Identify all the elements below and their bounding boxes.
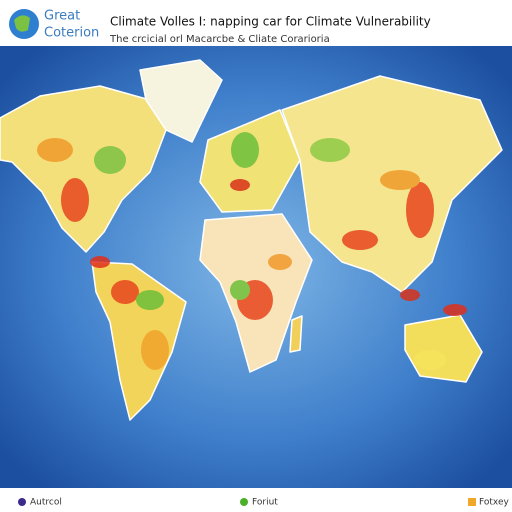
legend-swatch <box>240 498 248 506</box>
hotspot <box>414 350 446 370</box>
hotspot <box>268 254 292 270</box>
logo-text: Coterion <box>44 26 99 41</box>
legend: Autrcol Foriut Fotxey <box>0 488 512 512</box>
hotspot <box>230 179 250 191</box>
legend-swatch <box>18 498 26 506</box>
hotspot <box>136 290 164 310</box>
legend-swatch <box>468 498 476 506</box>
hotspot <box>37 138 73 162</box>
hotspot <box>111 280 139 304</box>
greenland <box>139 59 223 143</box>
legend-bg <box>0 488 512 512</box>
logo-land <box>14 15 30 32</box>
header-bg <box>0 0 512 46</box>
hotspot <box>400 289 420 301</box>
title: Climate Volles I: napping car for Climat… <box>110 15 431 29</box>
legend-label: Fotxey <box>479 498 509 508</box>
hotspot <box>61 178 89 222</box>
hotspots <box>37 132 467 370</box>
hotspot <box>231 132 259 168</box>
hotspot <box>90 256 110 268</box>
subtitle: The crcicial orl Macarcbe & Cliate Corar… <box>109 34 330 45</box>
hotspot <box>94 146 126 174</box>
legend-label: Foriut <box>252 498 278 508</box>
hotspot <box>443 304 467 316</box>
hotspot <box>230 280 250 300</box>
north-america <box>0 85 167 253</box>
hotspot <box>406 182 434 238</box>
logo-text: Great <box>44 9 80 24</box>
madagascar <box>289 315 303 353</box>
hotspot <box>342 230 378 250</box>
legend-label: Autrcol <box>30 498 62 508</box>
hotspot <box>310 138 350 162</box>
hotspot <box>141 330 169 370</box>
header: Great Coterion Climate Volles I: napping… <box>0 0 512 46</box>
hotspot <box>380 170 420 190</box>
